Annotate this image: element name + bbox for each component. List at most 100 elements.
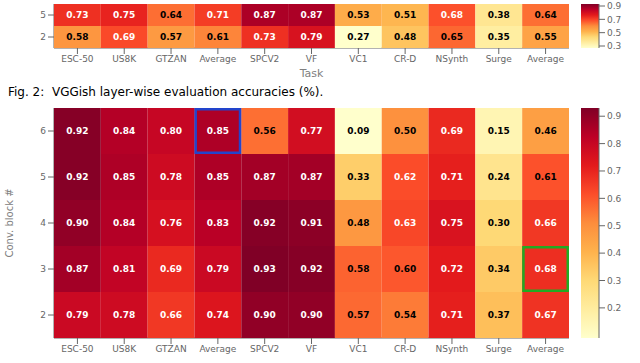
svg-text:0.92: 0.92 <box>66 172 88 182</box>
svg-text:0.7: 0.7 <box>607 15 621 25</box>
svg-text:0.74: 0.74 <box>207 310 229 320</box>
svg-text:0.77: 0.77 <box>300 126 322 136</box>
svg-text:0.79: 0.79 <box>300 32 322 42</box>
svg-text:VF: VF <box>306 54 317 64</box>
svg-text:0.90: 0.90 <box>254 310 276 320</box>
svg-text:0.60: 0.60 <box>394 264 416 274</box>
svg-text:GTZAN: GTZAN <box>155 54 186 64</box>
svg-text:0.69: 0.69 <box>160 264 182 274</box>
svg-text:0.33: 0.33 <box>347 172 369 182</box>
svg-text:0.3: 0.3 <box>607 41 621 51</box>
svg-text:ESC-50: ESC-50 <box>61 344 94 354</box>
svg-text:4: 4 <box>40 218 46 228</box>
svg-text:0.50: 0.50 <box>394 126 416 136</box>
svg-text:CR-D: CR-D <box>394 54 416 64</box>
svg-text:NSynth: NSynth <box>436 54 469 64</box>
svg-text:0.8: 0.8 <box>607 139 622 149</box>
svg-text:0.64: 0.64 <box>160 10 182 20</box>
svg-text:0.61: 0.61 <box>534 172 556 182</box>
svg-text:Task: Task <box>299 67 324 80</box>
svg-text:0.35: 0.35 <box>488 32 510 42</box>
svg-text:0.87: 0.87 <box>66 264 88 274</box>
svg-text:0.73: 0.73 <box>66 10 88 20</box>
svg-text:Average: Average <box>527 344 564 354</box>
svg-text:0.90: 0.90 <box>300 310 322 320</box>
svg-text:0.48: 0.48 <box>394 32 416 42</box>
svg-text:0.91: 0.91 <box>300 218 322 228</box>
svg-text:0.51: 0.51 <box>394 10 416 20</box>
svg-text:0.87: 0.87 <box>254 172 276 182</box>
svg-text:5: 5 <box>40 172 46 182</box>
svg-text:0.78: 0.78 <box>113 310 135 320</box>
svg-text:SPCV2: SPCV2 <box>250 344 279 354</box>
svg-text:0.9: 0.9 <box>607 1 622 11</box>
svg-text:0.68: 0.68 <box>534 264 556 274</box>
svg-text:0.24: 0.24 <box>488 172 510 182</box>
svg-text:Surge: Surge <box>486 344 513 354</box>
svg-text:0.61: 0.61 <box>207 32 229 42</box>
svg-text:0.69: 0.69 <box>113 32 135 42</box>
svg-text:0.72: 0.72 <box>441 264 463 274</box>
svg-text:0.79: 0.79 <box>207 264 229 274</box>
svg-text:0.15: 0.15 <box>488 126 510 136</box>
svg-text:0.78: 0.78 <box>160 172 182 182</box>
svg-text:0.55: 0.55 <box>534 32 556 42</box>
svg-text:0.68: 0.68 <box>441 10 463 20</box>
svg-text:SPCV2: SPCV2 <box>250 54 279 64</box>
svg-text:0.57: 0.57 <box>347 310 369 320</box>
svg-text:0.81: 0.81 <box>113 264 135 274</box>
svg-text:0.73: 0.73 <box>254 32 276 42</box>
svg-text:0.69: 0.69 <box>441 126 463 136</box>
svg-text:3: 3 <box>40 264 46 274</box>
svg-text:5: 5 <box>40 10 46 20</box>
svg-text:0.92: 0.92 <box>254 218 276 228</box>
svg-text:0.58: 0.58 <box>347 264 369 274</box>
svg-text:0.56: 0.56 <box>254 126 276 136</box>
svg-text:0.64: 0.64 <box>534 10 556 20</box>
svg-text:0.66: 0.66 <box>160 310 182 320</box>
svg-text:Average: Average <box>527 54 564 64</box>
svg-text:0.09: 0.09 <box>347 126 369 136</box>
svg-text:Conv. block #: Conv. block # <box>8 188 15 257</box>
svg-text:0.85: 0.85 <box>207 126 229 136</box>
svg-text:0.30: 0.30 <box>488 218 510 228</box>
svg-text:0.92: 0.92 <box>300 264 322 274</box>
svg-text:US8K: US8K <box>112 344 137 354</box>
svg-text:2: 2 <box>40 32 46 42</box>
svg-text:CR-D: CR-D <box>394 344 416 354</box>
svg-text:0.3: 0.3 <box>607 276 621 286</box>
svg-text:VC1: VC1 <box>349 54 367 64</box>
svg-text:0.63: 0.63 <box>394 218 416 228</box>
svg-text:0.76: 0.76 <box>160 218 182 228</box>
svg-text:0.79: 0.79 <box>66 310 88 320</box>
svg-text:0.5: 0.5 <box>607 221 621 231</box>
svg-text:0.84: 0.84 <box>113 218 135 228</box>
svg-text:0.85: 0.85 <box>207 172 229 182</box>
svg-text:0.87: 0.87 <box>254 10 276 20</box>
svg-text:Surge: Surge <box>486 54 513 64</box>
svg-text:0.90: 0.90 <box>66 218 88 228</box>
svg-text:Average: Average <box>199 54 236 64</box>
svg-text:0.87: 0.87 <box>300 172 322 182</box>
svg-text:GTZAN: GTZAN <box>155 344 186 354</box>
svg-text:0.92: 0.92 <box>66 126 88 136</box>
svg-text:NSynth: NSynth <box>436 344 469 354</box>
svg-text:0.75: 0.75 <box>113 10 135 20</box>
svg-text:6: 6 <box>40 126 46 136</box>
svg-text:0.38: 0.38 <box>488 10 510 20</box>
svg-text:0.71: 0.71 <box>441 310 463 320</box>
svg-text:0.65: 0.65 <box>441 32 463 42</box>
svg-text:0.93: 0.93 <box>254 264 276 274</box>
svg-text:0.57: 0.57 <box>160 32 182 42</box>
svg-text:0.80: 0.80 <box>160 126 182 136</box>
svg-text:0.85: 0.85 <box>113 172 135 182</box>
svg-text:2: 2 <box>40 310 46 320</box>
svg-text:0.46: 0.46 <box>534 126 556 136</box>
svg-text:0.53: 0.53 <box>347 10 369 20</box>
svg-text:US8K: US8K <box>112 54 137 64</box>
svg-text:0.58: 0.58 <box>66 32 88 42</box>
svg-text:0.2: 0.2 <box>607 303 621 313</box>
svg-text:ESC-50: ESC-50 <box>61 54 94 64</box>
svg-text:Average: Average <box>199 344 236 354</box>
svg-text:0.66: 0.66 <box>534 218 556 228</box>
